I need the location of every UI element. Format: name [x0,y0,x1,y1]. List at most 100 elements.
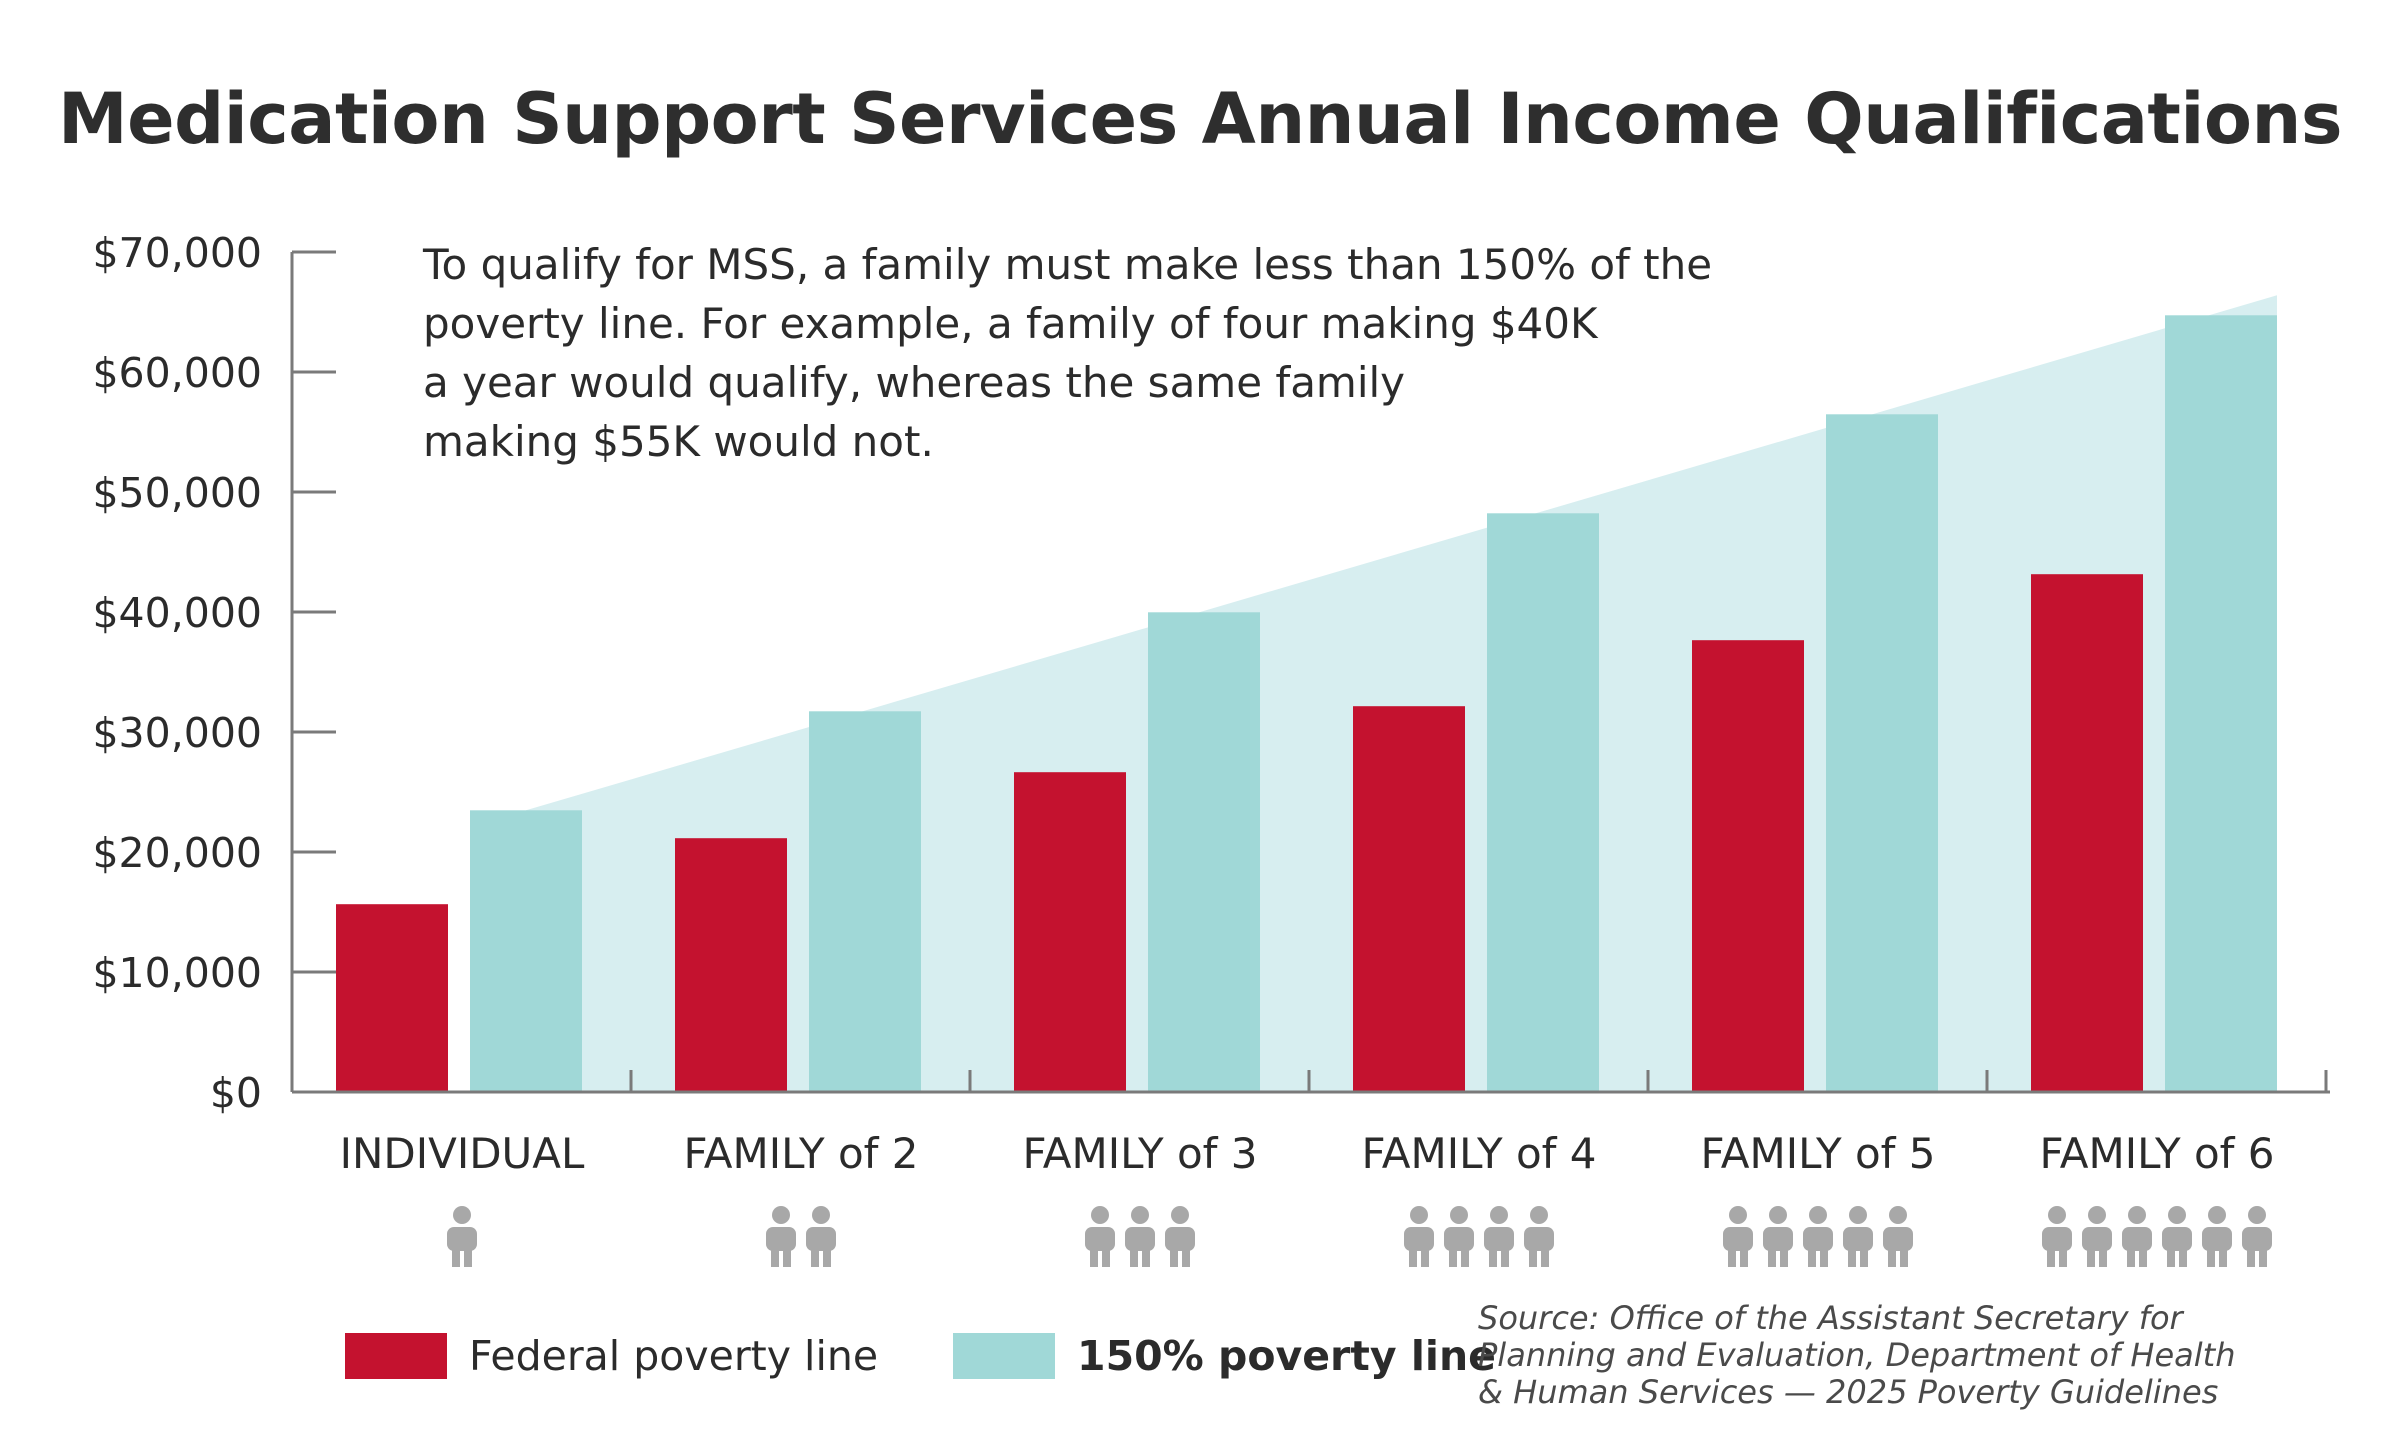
person-leg-icon [2219,1247,2227,1267]
legend-item-federal: Federal poverty line [345,1332,878,1380]
y-tick-label-60000: $60,000 [92,349,262,397]
y-tick-label-40000: $40,000 [92,589,262,637]
person-leg-icon [1888,1247,1896,1267]
legend-label-federal: Federal poverty line [469,1332,879,1380]
person-body-icon [1843,1227,1873,1251]
source-note: Source: Office of the Assistant Secretar… [1478,1300,2358,1411]
person-icon [1843,1206,1873,1267]
person-leg-icon [1182,1247,1190,1267]
person-icon [1404,1206,1434,1267]
legend-swatch-federal [345,1333,447,1379]
person-head-icon [2088,1206,2106,1224]
source-line-3: & Human Services — 2025 Poverty Guidelin… [1478,1373,2219,1411]
person-leg-icon [2259,1247,2267,1267]
person-body-icon [2162,1227,2192,1251]
person-leg-icon [2087,1247,2095,1267]
person-icon [447,1206,477,1267]
person-leg-icon [464,1247,472,1267]
person-leg-icon [2059,1247,2067,1267]
person-leg-icon [1421,1247,1429,1267]
person-head-icon [1091,1206,1109,1224]
x-tick-label-3: FAMILY of 3 [1022,1129,1257,1178]
person-head-icon [1490,1206,1508,1224]
person-icon [1085,1206,1115,1267]
person-head-icon [1450,1206,1468,1224]
person-icon [1444,1206,1474,1267]
person-head-icon [772,1206,790,1224]
person-head-icon [1889,1206,1907,1224]
person-leg-icon [2139,1247,2147,1267]
chart-annotation: To qualify for MSS, a family must make l… [423,235,1712,471]
person-head-icon [1171,1206,1189,1224]
person-leg-icon [1449,1247,1457,1267]
person-leg-icon [2047,1247,2055,1267]
person-leg-icon [1900,1247,1908,1267]
y-tick-label-0: $0 [210,1069,262,1117]
y-tick-label-30000: $30,000 [92,709,262,757]
person-icon [1125,1206,1155,1267]
legend: Federal poverty line 150% poverty line [345,1332,1571,1380]
person-leg-icon [1808,1247,1816,1267]
person-icons-3 [1085,1206,1195,1267]
person-icon [1883,1206,1913,1267]
person-body-icon [2042,1227,2072,1251]
person-body-icon [806,1227,836,1251]
person-leg-icon [811,1247,819,1267]
person-head-icon [1131,1206,1149,1224]
x-tick-label-4: FAMILY of 4 [1361,1129,1596,1178]
person-body-icon [1404,1227,1434,1251]
person-leg-icon [1489,1247,1497,1267]
person-leg-icon [771,1247,779,1267]
annotation-line-4: making $55K would not. [423,417,934,466]
x-tick-label-5: FAMILY of 5 [1700,1129,1935,1178]
x-tick-label-2: FAMILY of 2 [683,1129,918,1178]
person-body-icon [2202,1227,2232,1251]
person-leg-icon [1780,1247,1788,1267]
person-icons-4 [1404,1206,1554,1267]
person-icon [2162,1206,2192,1267]
person-body-icon [2122,1227,2152,1251]
bar-federal-5 [1692,640,1804,1092]
person-leg-icon [1130,1247,1138,1267]
y-tick-label-20000: $20,000 [92,829,262,877]
bar-150-5 [1826,414,1938,1092]
person-head-icon [1410,1206,1428,1224]
person-body-icon [1803,1227,1833,1251]
person-icon [2242,1206,2272,1267]
person-leg-icon [823,1247,831,1267]
y-tick-label-70000: $70,000 [92,229,262,277]
person-icon [1763,1206,1793,1267]
person-leg-icon [1102,1247,1110,1267]
person-body-icon [2082,1227,2112,1251]
person-body-icon [1484,1227,1514,1251]
person-leg-icon [1090,1247,1098,1267]
person-head-icon [2048,1206,2066,1224]
person-body-icon [1444,1227,1474,1251]
bar-federal-6 [2031,574,2143,1092]
person-head-icon [2248,1206,2266,1224]
person-head-icon [812,1206,830,1224]
person-body-icon [1763,1227,1793,1251]
person-leg-icon [1409,1247,1417,1267]
person-leg-icon [452,1247,460,1267]
person-leg-icon [1501,1247,1509,1267]
person-icon [2082,1206,2112,1267]
person-icon [1484,1206,1514,1267]
person-icon [2042,1206,2072,1267]
person-icon [2122,1206,2152,1267]
person-icon [1165,1206,1195,1267]
person-icons-2 [766,1206,836,1267]
person-body-icon [1723,1227,1753,1251]
person-icons-1 [447,1206,477,1267]
person-body-icon [1085,1227,1115,1251]
person-body-icon [447,1227,477,1251]
person-icon [806,1206,836,1267]
person-leg-icon [2127,1247,2135,1267]
person-leg-icon [1728,1247,1736,1267]
bar-150-2 [809,711,921,1092]
source-line-1: Source: Office of the Assistant Secretar… [1478,1299,2183,1337]
annotation-line-2: poverty line. For example, a family of f… [423,299,1598,348]
person-leg-icon [1142,1247,1150,1267]
person-leg-icon [2247,1247,2255,1267]
